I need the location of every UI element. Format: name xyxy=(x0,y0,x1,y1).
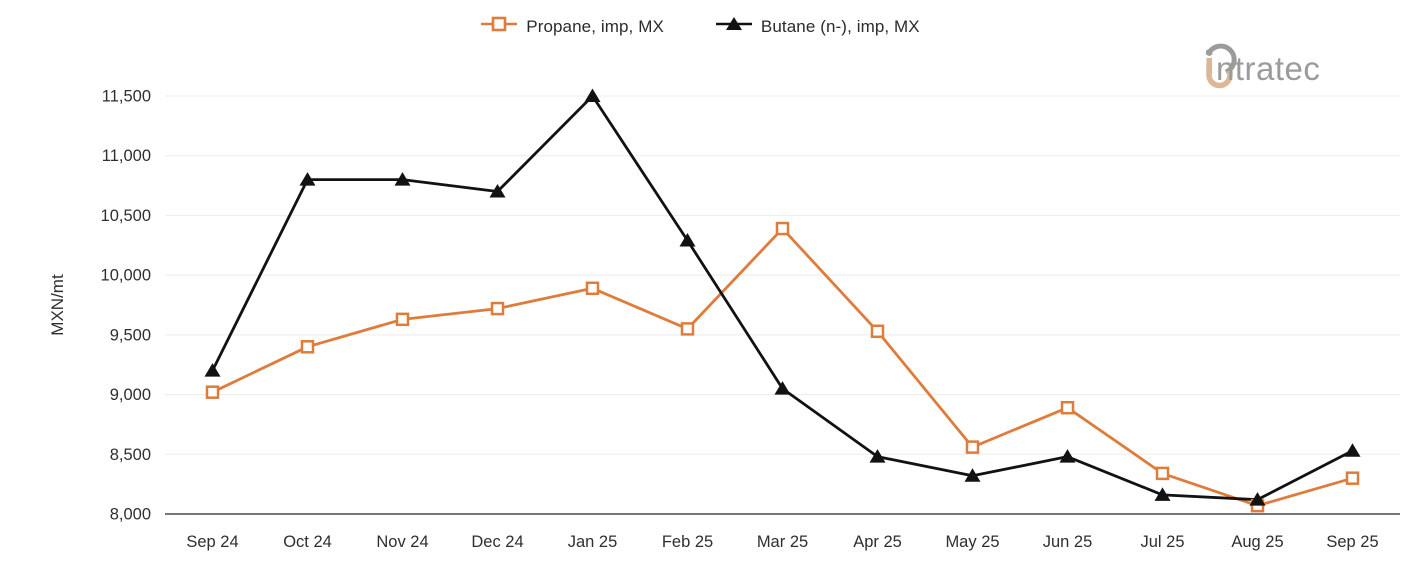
intratec-logo-mark xyxy=(1205,43,1237,89)
butane-marker-icon xyxy=(715,16,752,37)
data-point-square xyxy=(1060,400,1075,415)
data-point-square xyxy=(1345,471,1360,485)
data-point-square xyxy=(870,324,885,339)
x-tick-label: May 25 xyxy=(945,533,999,551)
series-line xyxy=(211,227,1353,508)
y-tick-label: 9,500 xyxy=(110,326,151,344)
series-line xyxy=(211,94,1354,502)
y-axis-title: MXN/mt xyxy=(48,274,67,336)
chart-legend: Propane, imp, MX Butane (n-), imp, MX xyxy=(0,16,1401,37)
y-tick-label: 10,500 xyxy=(101,207,151,225)
data-point-square xyxy=(680,322,695,336)
legend-label-propane: Propane, imp, MX xyxy=(526,16,664,36)
legend-item-propane[interactable]: Propane, imp, MX xyxy=(481,16,664,37)
x-tick-label: Feb 25 xyxy=(662,533,713,551)
x-tick-label: Jul 25 xyxy=(1140,533,1184,551)
y-tick-label: 11,000 xyxy=(102,147,151,165)
data-point-triangle xyxy=(584,88,601,102)
data-point-square xyxy=(1155,466,1170,481)
data-point-triangle xyxy=(774,381,791,395)
data-point-square xyxy=(585,281,600,296)
x-tick-label: Mar 25 xyxy=(757,533,808,551)
data-point-triangle xyxy=(1059,449,1076,463)
intratec-logo-text: ntratec xyxy=(1216,50,1320,87)
x-tick-label: Sep 25 xyxy=(1326,533,1378,551)
legend-item-butane[interactable]: Butane (n-), imp, MX xyxy=(715,16,920,37)
data-point-square xyxy=(300,340,315,354)
x-tick-label: Dec 24 xyxy=(471,533,523,551)
x-tick-label: Sep 24 xyxy=(186,533,238,551)
data-point-square xyxy=(205,385,220,399)
y-tick-label: 8,500 xyxy=(110,446,151,464)
legend-label-butane: Butane (n-), imp, MX xyxy=(760,16,920,36)
data-point-triangle xyxy=(964,468,981,482)
data-point-triangle xyxy=(204,363,221,377)
x-tick-label: Jun 25 xyxy=(1043,533,1093,551)
data-point-square xyxy=(965,440,980,454)
data-point-triangle xyxy=(394,172,411,186)
intratec-logo: ntratec xyxy=(1199,36,1359,97)
data-point-triangle xyxy=(299,172,316,186)
data-point-square xyxy=(490,301,505,316)
data-point-triangle xyxy=(1154,487,1171,501)
y-tick-label: 9,000 xyxy=(110,386,151,404)
y-tick-label: 8,000 xyxy=(110,506,151,524)
y-tick-label: 10,000 xyxy=(101,267,151,285)
x-tick-label: Oct 24 xyxy=(283,533,332,551)
x-tick-label: Apr 25 xyxy=(853,533,902,551)
x-tick-label: Nov 24 xyxy=(376,533,428,551)
data-point-triangle xyxy=(679,233,696,247)
y-tick-label: 11,500 xyxy=(102,88,151,106)
propane-marker-icon xyxy=(481,16,518,37)
data-point-triangle xyxy=(1249,492,1266,506)
data-point-triangle xyxy=(489,184,506,198)
x-tick-label: Jan 25 xyxy=(568,533,618,551)
x-tick-label: Aug 25 xyxy=(1231,533,1283,551)
data-point-square xyxy=(775,221,790,236)
data-point-triangle xyxy=(1344,443,1361,457)
data-point-square xyxy=(395,312,410,327)
data-point-triangle xyxy=(869,449,886,463)
